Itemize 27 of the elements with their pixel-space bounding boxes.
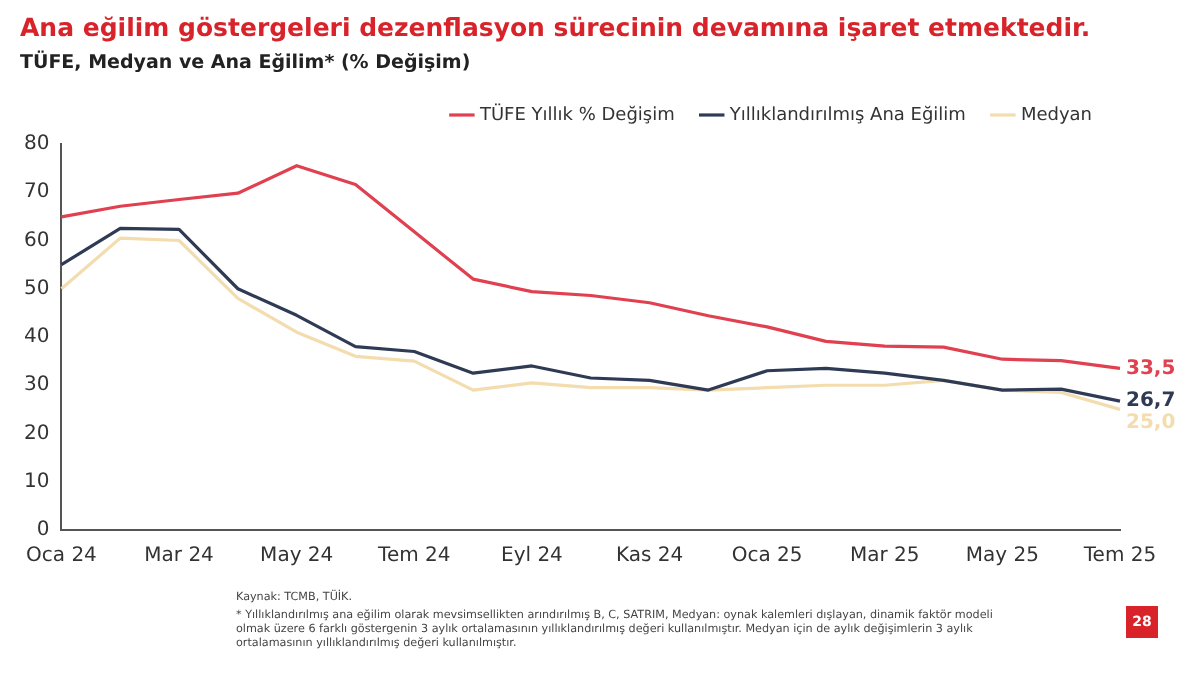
x-tick-label: Eyl 24 <box>500 545 563 568</box>
data-label: 25,0 <box>1126 412 1176 435</box>
x-tick-label: Mar 24 <box>144 545 214 568</box>
y-tick-label: 30 <box>23 374 50 397</box>
legend-label: Yıllıklandırılmış Ana Eğilim <box>727 103 966 126</box>
x-tick-label: Mar 25 <box>849 545 920 568</box>
x-tick-label: May 24 <box>260 545 334 568</box>
y-tick-label: 70 <box>23 181 50 204</box>
y-tick-label: 40 <box>23 326 50 349</box>
chart-subtitle: TÜFE, Medyan ve Ana Eğilim* (% Değişim) <box>18 48 473 78</box>
x-tick-label: Tem 24 <box>376 545 451 568</box>
x-tick-label: Oca 25 <box>731 545 803 568</box>
x-tick-label: May 25 <box>965 545 1039 568</box>
x-tick-label: Tem 25 <box>1081 545 1157 568</box>
data-label: 26,7 <box>1126 390 1176 413</box>
y-tick-label: 50 <box>23 277 50 300</box>
y-tick-label: 20 <box>23 422 50 445</box>
chart-title: Ana eğilim göstergeleri dezenflasyon sürecinin devamına işaret etmektedir. <box>18 10 1093 42</box>
x-tick-label: Oca 24 <box>26 545 97 568</box>
y-tick-label: 0 <box>36 519 50 542</box>
y-tick-label: 60 <box>23 229 50 252</box>
x-tick-label: Kas 24 <box>615 545 684 568</box>
y-tick-label: 10 <box>23 470 50 493</box>
y-tick-label: 80 <box>23 133 50 156</box>
legend-label: TÜFE Yıllık % Değişim <box>477 101 675 126</box>
data-label: 33,5 <box>1126 357 1176 380</box>
legend-label: Medyan <box>1020 105 1092 126</box>
